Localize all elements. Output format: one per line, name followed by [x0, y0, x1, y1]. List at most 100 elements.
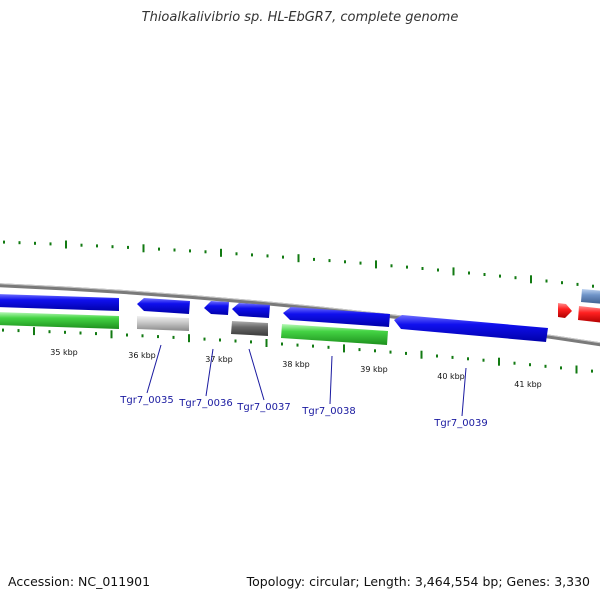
minor-tick: [234, 339, 237, 343]
gene-reverse-tgr7-0035[interactable]: [137, 316, 189, 331]
major-tick: [375, 260, 377, 269]
minor-tick: [344, 260, 346, 264]
scale-labels: 35 kbp 36 kbp 37 kbp 38 kbp 39 kbp 40 kb…: [50, 348, 542, 389]
gene-red-2[interactable]: [578, 306, 600, 323]
minor-tick: [451, 355, 454, 359]
gene-label-tgr7-0038[interactable]: Tgr7_0038: [301, 406, 355, 417]
major-tick: [33, 327, 35, 336]
minor-tick: [126, 333, 128, 337]
gene-forward-tgr7-0039[interactable]: [394, 315, 548, 342]
minor-tick: [483, 273, 486, 276]
callout-leader: [146, 344, 162, 394]
major-tick: [343, 344, 345, 353]
minor-tick: [499, 274, 501, 278]
minor-tick: [79, 331, 82, 335]
major-tick: [188, 334, 190, 343]
minor-tick: [219, 338, 221, 342]
minor-tick: [389, 350, 392, 354]
minor-tick: [468, 271, 470, 275]
reverse-strand-genes: [0, 312, 388, 345]
callout-leader: [461, 367, 467, 417]
gene-forward-tgr7-0035[interactable]: [137, 298, 190, 314]
minor-tick: [282, 255, 284, 259]
minor-tick: [513, 361, 516, 365]
scale-label: 38 kbp: [282, 360, 310, 369]
minor-tick: [49, 242, 52, 246]
minor-tick: [189, 249, 191, 253]
minor-tick: [173, 248, 176, 252]
major-tick: [530, 275, 532, 284]
minor-tick: [327, 345, 330, 349]
inner-tick-row: [2, 327, 593, 374]
minor-tick: [436, 354, 438, 358]
minor-tick: [576, 282, 579, 286]
major-tick: [65, 240, 67, 249]
major-tick: [498, 357, 500, 366]
minor-tick: [437, 268, 439, 272]
genome-title: Thioalkalivibrio sp. HL-EbGR7, complete …: [141, 10, 459, 25]
scale-label: 39 kbp: [360, 365, 388, 374]
gene-forward-tgr7-0038[interactable]: [283, 307, 390, 327]
scale-label: 35 kbp: [50, 348, 78, 357]
gene-reverse-green-1[interactable]: [0, 312, 119, 329]
callout-leader: [329, 355, 333, 405]
major-tick: [142, 244, 145, 253]
minor-tick: [235, 252, 238, 256]
minor-tick: [80, 243, 83, 247]
minor-tick: [251, 253, 253, 257]
minor-tick: [390, 264, 393, 268]
minor-tick: [158, 247, 160, 251]
callout-leader: [205, 348, 214, 397]
minor-tick: [141, 334, 144, 338]
gene-callouts: Tgr7_0035 Tgr7_0036 Tgr7_0037 Tgr7_0038 …: [119, 344, 488, 429]
minor-tick: [421, 267, 424, 270]
gene-reverse-tgr7-0038[interactable]: [281, 324, 388, 345]
minor-tick: [482, 358, 485, 362]
minor-tick: [514, 276, 517, 280]
minor-tick: [95, 332, 97, 336]
scale-label: 40 kbp: [437, 372, 465, 381]
minor-tick: [96, 244, 98, 248]
minor-tick: [111, 245, 114, 249]
minor-tick: [592, 284, 594, 288]
minor-tick: [18, 241, 21, 245]
gene-red[interactable]: [558, 303, 572, 318]
gene-steel-blue[interactable]: [581, 289, 600, 304]
gene-label-tgr7-0039[interactable]: Tgr7_0039: [433, 418, 487, 429]
gene-label-tgr7-0036[interactable]: Tgr7_0036: [178, 398, 232, 409]
minor-tick: [34, 241, 36, 245]
outer-tick-row: [3, 240, 594, 288]
minor-tick: [296, 343, 299, 347]
minor-tick: [374, 349, 376, 353]
minor-tick: [545, 279, 548, 283]
major-tick: [265, 339, 268, 347]
major-tick: [110, 330, 113, 339]
scale-label: 37 kbp: [205, 355, 233, 364]
genome-summary: Topology: circular; Length: 3,464,554 bp…: [246, 574, 590, 589]
minor-tick: [591, 369, 593, 373]
minor-tick: [2, 328, 4, 332]
major-tick: [575, 365, 578, 374]
gene-forward-1[interactable]: [0, 294, 119, 311]
minor-tick: [250, 340, 252, 344]
minor-tick: [561, 281, 563, 285]
minor-tick: [17, 329, 20, 333]
gene-label-tgr7-0035[interactable]: Tgr7_0035: [119, 395, 173, 406]
scale-label: 41 kbp: [514, 380, 542, 389]
minor-tick: [281, 342, 283, 346]
scale-label: 36 kbp: [128, 351, 156, 360]
minor-tick: [406, 265, 408, 269]
minor-tick: [172, 335, 175, 339]
minor-tick: [358, 348, 361, 352]
major-tick: [220, 248, 222, 257]
minor-tick: [266, 254, 269, 258]
minor-tick: [312, 344, 314, 348]
gene-forward-tgr7-0037[interactable]: [232, 303, 270, 318]
gene-reverse-tgr7-0037[interactable]: [231, 321, 268, 336]
forward-strand-genes: [0, 289, 600, 342]
minor-tick: [529, 363, 531, 367]
gene-label-tgr7-0037[interactable]: Tgr7_0037: [236, 402, 290, 413]
gene-forward-tgr7-0036[interactable]: [204, 301, 229, 315]
minor-tick: [203, 337, 206, 341]
